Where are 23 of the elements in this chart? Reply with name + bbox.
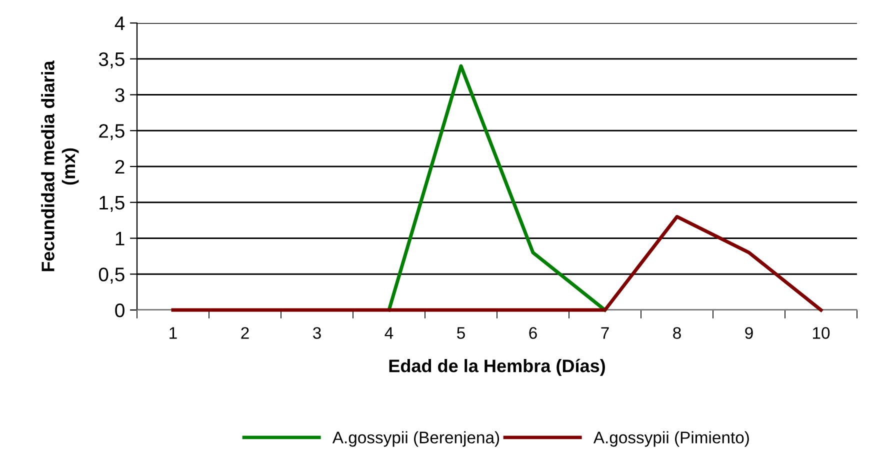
y-tick-label: 0: [115, 303, 124, 318]
x-tick-label: 1: [170, 327, 177, 339]
legend-label: A.gossypii (Pimiento): [593, 431, 749, 447]
y-tick-label: 1,5: [100, 196, 124, 212]
x-tick-label: 10: [813, 327, 830, 339]
x-tick-label: 7: [601, 327, 609, 339]
x-tick-label: 5: [457, 327, 465, 339]
y-tick-label: 3: [115, 88, 124, 102]
x-tick-label: 8: [673, 327, 681, 339]
x-tick-label: 2: [241, 327, 249, 339]
y-tick-label: 2,5: [99, 124, 124, 140]
y-tick-label: 3,5: [98, 52, 124, 68]
x-tick-label: 4: [384, 327, 394, 339]
y-tick-label: 4: [114, 16, 125, 30]
x-tick-label: 6: [529, 327, 537, 339]
y-tick-label: 1: [116, 232, 124, 246]
x-tick-label: 9: [745, 327, 753, 339]
legend-label: A.gossypii (Berenjena): [332, 431, 500, 447]
x-tick-label: 3: [313, 327, 321, 339]
x-axis-title: Edad de la Hembra (Días): [389, 358, 605, 376]
y-axis-title: Fecundidad media diaria (mx): [41, 60, 79, 272]
y-tick-label: 2: [115, 160, 124, 174]
y-tick-label: 0,5: [98, 268, 124, 284]
